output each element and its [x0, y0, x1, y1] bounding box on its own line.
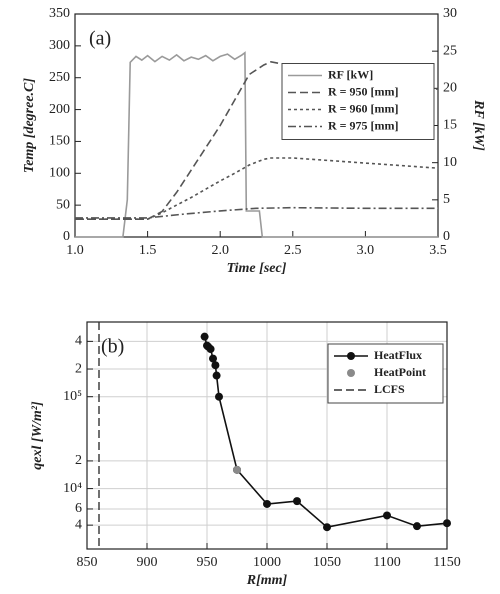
- annotation: (a): [89, 28, 111, 50]
- y-tick-label: 200: [49, 102, 70, 117]
- legend-label: R = 975 [mm]: [328, 118, 399, 132]
- y-tick-label: 2: [75, 361, 82, 376]
- chart-panel: 850 900 950 1000 1050 1100 11504210⁵210⁴64R[mm…: [30, 321, 461, 588]
- data-point: [443, 519, 451, 528]
- data-point: [209, 354, 217, 363]
- y-tick-label: 10⁴: [63, 481, 82, 496]
- y-tick-label: 50: [56, 197, 70, 212]
- y-axis-label: qexl [W/m²]: [30, 401, 45, 470]
- x-tick-label: 850: [77, 555, 98, 570]
- y-tick-label: 10⁵: [63, 389, 82, 404]
- legend-label: RF [kW]: [328, 67, 373, 81]
- legend-label: LCFS: [374, 382, 405, 396]
- legend-label: R = 960 [mm]: [328, 101, 399, 115]
- data-point: [263, 499, 271, 508]
- y-tick-label: 6: [75, 501, 82, 516]
- x-tick-label: 3.5: [429, 243, 447, 258]
- x-tick-label: 1.0: [66, 243, 84, 258]
- y-tick-label: 350: [49, 6, 70, 21]
- chart-panel: 1.0 1.5 2.0 2.5 3.0 3.50501001502002503003500…: [22, 6, 486, 276]
- series-line: [75, 157, 439, 220]
- y2-tick-label: 25: [443, 43, 457, 58]
- annotation: (b): [101, 336, 124, 358]
- y2-axis-label: RF [kW]: [471, 99, 486, 151]
- legend-label: R = 950 [mm]: [328, 84, 399, 98]
- plot-frame: [86, 321, 448, 550]
- data-point: [383, 511, 391, 520]
- y2-tick-label: 30: [443, 6, 457, 21]
- y-tick-label: 100: [49, 166, 70, 181]
- x-axis-label: Time [sec]: [227, 261, 287, 276]
- data-point: [233, 465, 241, 474]
- x-tick-label: 2.5: [284, 243, 302, 258]
- data-point: [215, 392, 223, 401]
- x-tick-label: 1000: [253, 555, 281, 570]
- x-tick-label: 1.5: [139, 243, 157, 258]
- data-point: [211, 361, 220, 370]
- y-tick-label: 4: [75, 334, 82, 349]
- x-tick-label: 900: [137, 555, 158, 570]
- legend-label: HeatFlux: [374, 348, 422, 362]
- y-tick-label: 300: [49, 38, 70, 53]
- legend-marker: [347, 352, 355, 360]
- x-axis-label: R[mm]: [246, 573, 288, 588]
- plot-frame: [74, 13, 439, 238]
- data-point: [200, 332, 209, 341]
- data-point: [206, 345, 215, 354]
- y-tick-label: 250: [49, 70, 70, 85]
- data-point: [212, 371, 221, 380]
- legend-marker: [347, 369, 355, 377]
- legend-label: HeatPoint: [374, 365, 426, 379]
- y2-tick-label: 15: [443, 118, 457, 133]
- data-point: [293, 497, 301, 506]
- x-tick-label: 2.0: [211, 243, 229, 258]
- x-tick-label: 3.0: [357, 243, 375, 258]
- data-point: [323, 523, 331, 532]
- x-tick-label: 950: [197, 555, 218, 570]
- y2-tick-label: 10: [443, 155, 457, 170]
- y2-tick-label: 5: [443, 192, 450, 207]
- y-tick-label: 0: [63, 229, 70, 244]
- y-tick-label: 150: [49, 134, 70, 149]
- y2-tick-label: 0: [443, 229, 450, 244]
- x-tick-label: 1150: [433, 555, 460, 570]
- y2-tick-label: 20: [443, 81, 457, 96]
- series-line: [75, 206, 438, 219]
- x-tick-label: 1100: [373, 555, 400, 570]
- y-tick-label: 2: [75, 453, 82, 468]
- y-axis-label: Temp [degree.C]: [22, 78, 37, 173]
- series-line: [75, 51, 438, 238]
- y-tick-label: 4: [75, 517, 82, 532]
- data-point: [413, 522, 421, 531]
- x-tick-label: 1050: [313, 555, 341, 570]
